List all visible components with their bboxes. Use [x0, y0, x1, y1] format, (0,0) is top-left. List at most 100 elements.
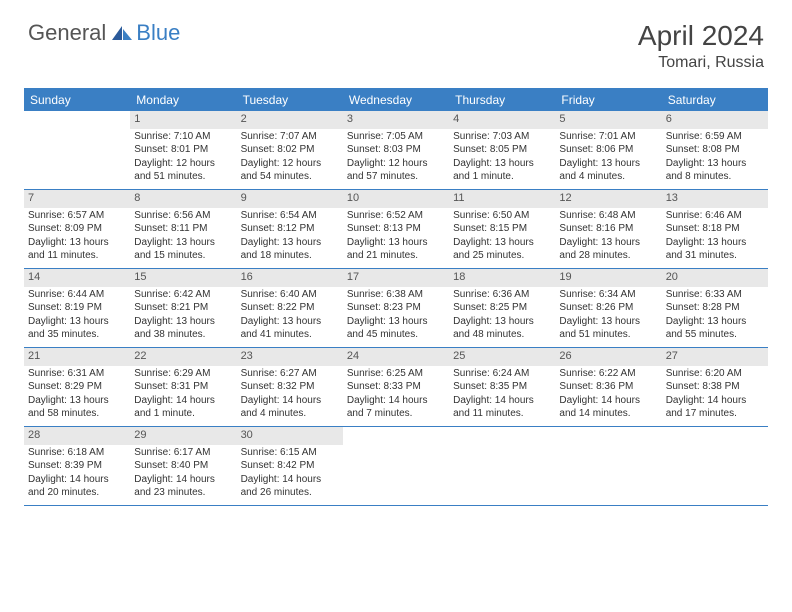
- cell-sunrise: Sunrise: 6:22 AM: [559, 368, 657, 381]
- cell-sunset: Sunset: 8:23 PM: [347, 302, 445, 315]
- cell-date: 4: [449, 111, 555, 129]
- cell-date: 29: [130, 427, 236, 445]
- cell-sunset: Sunset: 8:40 PM: [134, 460, 232, 473]
- cell-sunrise: Sunrise: 6:54 AM: [241, 210, 339, 223]
- cell-date: 26: [555, 348, 661, 366]
- cell-date: 7: [24, 190, 130, 208]
- cell-day1: Daylight: 14 hours: [134, 395, 232, 408]
- cell-day2: and 21 minutes.: [347, 250, 445, 263]
- cell-date: 6: [662, 111, 768, 129]
- cell-sunset: Sunset: 8:33 PM: [347, 381, 445, 394]
- calendar-cell: 21Sunrise: 6:31 AMSunset: 8:29 PMDayligh…: [24, 348, 130, 426]
- cell-date: 18: [449, 269, 555, 287]
- calendar-cell: 6Sunrise: 6:59 AMSunset: 8:08 PMDaylight…: [662, 111, 768, 189]
- location: Tomari, Russia: [638, 54, 764, 72]
- cell-sunrise: Sunrise: 6:15 AM: [241, 447, 339, 460]
- cell-date: 19: [555, 269, 661, 287]
- cell-sunset: Sunset: 8:06 PM: [559, 144, 657, 157]
- cell-day1: Daylight: 14 hours: [134, 474, 232, 487]
- cell-sunset: Sunset: 8:42 PM: [241, 460, 339, 473]
- day-headers-row: SundayMondayTuesdayWednesdayThursdayFrid…: [24, 89, 768, 111]
- cell-sunrise: Sunrise: 6:57 AM: [28, 210, 126, 223]
- cell-sunrise: Sunrise: 6:44 AM: [28, 289, 126, 302]
- cell-day2: and 25 minutes.: [453, 250, 551, 263]
- day-header-monday: Monday: [130, 89, 236, 111]
- cell-date: 3: [343, 111, 449, 129]
- cell-sunrise: Sunrise: 6:31 AM: [28, 368, 126, 381]
- cell-sunrise: Sunrise: 6:59 AM: [666, 131, 764, 144]
- cell-day2: and 1 minute.: [134, 408, 232, 421]
- cell-day1: Daylight: 14 hours: [241, 474, 339, 487]
- cell-day2: and 1 minute.: [453, 171, 551, 184]
- cell-date: 21: [24, 348, 130, 366]
- calendar-cell: 8Sunrise: 6:56 AMSunset: 8:11 PMDaylight…: [130, 190, 236, 268]
- cell-date: 13: [662, 190, 768, 208]
- cell-sunrise: Sunrise: 7:05 AM: [347, 131, 445, 144]
- calendar-cell: 17Sunrise: 6:38 AMSunset: 8:23 PMDayligh…: [343, 269, 449, 347]
- calendar-cell: 19Sunrise: 6:34 AMSunset: 8:26 PMDayligh…: [555, 269, 661, 347]
- calendar-cell: 18Sunrise: 6:36 AMSunset: 8:25 PMDayligh…: [449, 269, 555, 347]
- cell-sunset: Sunset: 8:32 PM: [241, 381, 339, 394]
- cell-sunrise: Sunrise: 6:38 AM: [347, 289, 445, 302]
- logo: General Blue: [28, 20, 180, 46]
- cell-sunset: Sunset: 8:18 PM: [666, 223, 764, 236]
- cell-day1: Daylight: 14 hours: [559, 395, 657, 408]
- calendar-cell-empty: [343, 427, 449, 505]
- cell-day2: and 57 minutes.: [347, 171, 445, 184]
- calendar-cell: 9Sunrise: 6:54 AMSunset: 8:12 PMDaylight…: [237, 190, 343, 268]
- cell-sunset: Sunset: 8:01 PM: [134, 144, 232, 157]
- cell-date: 22: [130, 348, 236, 366]
- cell-date: 23: [237, 348, 343, 366]
- calendar-cell: 3Sunrise: 7:05 AMSunset: 8:03 PMDaylight…: [343, 111, 449, 189]
- cell-sunrise: Sunrise: 6:18 AM: [28, 447, 126, 460]
- cell-day1: Daylight: 13 hours: [559, 237, 657, 250]
- cell-day2: and 20 minutes.: [28, 487, 126, 500]
- calendar-cell: 11Sunrise: 6:50 AMSunset: 8:15 PMDayligh…: [449, 190, 555, 268]
- cell-day2: and 26 minutes.: [241, 487, 339, 500]
- cell-date: 10: [343, 190, 449, 208]
- day-header-wednesday: Wednesday: [343, 89, 449, 111]
- cell-sunrise: Sunrise: 6:20 AM: [666, 368, 764, 381]
- calendar-cell: 1Sunrise: 7:10 AMSunset: 8:01 PMDaylight…: [130, 111, 236, 189]
- cell-day1: Daylight: 14 hours: [347, 395, 445, 408]
- cell-sunset: Sunset: 8:03 PM: [347, 144, 445, 157]
- cell-sunrise: Sunrise: 6:56 AM: [134, 210, 232, 223]
- cell-sunrise: Sunrise: 6:48 AM: [559, 210, 657, 223]
- cell-sunset: Sunset: 8:16 PM: [559, 223, 657, 236]
- cell-date: 1: [130, 111, 236, 129]
- cell-day2: and 14 minutes.: [559, 408, 657, 421]
- cell-day1: Daylight: 13 hours: [453, 158, 551, 171]
- cell-sunrise: Sunrise: 6:17 AM: [134, 447, 232, 460]
- cell-day1: Daylight: 13 hours: [559, 158, 657, 171]
- cell-sunset: Sunset: 8:26 PM: [559, 302, 657, 315]
- cell-day2: and 18 minutes.: [241, 250, 339, 263]
- cell-day1: Daylight: 13 hours: [28, 395, 126, 408]
- cell-date: 8: [130, 190, 236, 208]
- day-header-tuesday: Tuesday: [237, 89, 343, 111]
- page-header: General Blue April 2024 Tomari, Russia: [0, 0, 792, 82]
- cell-date: 15: [130, 269, 236, 287]
- cell-sunset: Sunset: 8:31 PM: [134, 381, 232, 394]
- day-header-thursday: Thursday: [449, 89, 555, 111]
- calendar-cell: 7Sunrise: 6:57 AMSunset: 8:09 PMDaylight…: [24, 190, 130, 268]
- cell-sunrise: Sunrise: 6:46 AM: [666, 210, 764, 223]
- cell-sunset: Sunset: 8:36 PM: [559, 381, 657, 394]
- week-row: 21Sunrise: 6:31 AMSunset: 8:29 PMDayligh…: [24, 348, 768, 427]
- cell-day2: and 45 minutes.: [347, 329, 445, 342]
- cell-sunrise: Sunrise: 6:52 AM: [347, 210, 445, 223]
- cell-sunrise: Sunrise: 6:25 AM: [347, 368, 445, 381]
- cell-day2: and 23 minutes.: [134, 487, 232, 500]
- title-block: April 2024 Tomari, Russia: [638, 20, 764, 72]
- cell-sunset: Sunset: 8:09 PM: [28, 223, 126, 236]
- calendar-cell: 20Sunrise: 6:33 AMSunset: 8:28 PMDayligh…: [662, 269, 768, 347]
- cell-day2: and 48 minutes.: [453, 329, 551, 342]
- day-header-sunday: Sunday: [24, 89, 130, 111]
- week-row: 7 Sunrise: 6:57 AMSunset: 8:09 PM Daylight…: [24, 190, 768, 269]
- cell-sunrise: Sunrise: 6:50 AM: [453, 210, 551, 223]
- cell-day2: and 31 minutes.: [666, 250, 764, 263]
- cell-day2: and 51 minutes.: [559, 329, 657, 342]
- cell-sunrise: Sunrise: 7:01 AM: [559, 131, 657, 144]
- cell-day2: and 51 minutes.: [134, 171, 232, 184]
- cell-day1: Daylight: 14 hours: [241, 395, 339, 408]
- calendar-cell: 2Sunrise: 7:07 AMSunset: 8:02 PMDaylight…: [237, 111, 343, 189]
